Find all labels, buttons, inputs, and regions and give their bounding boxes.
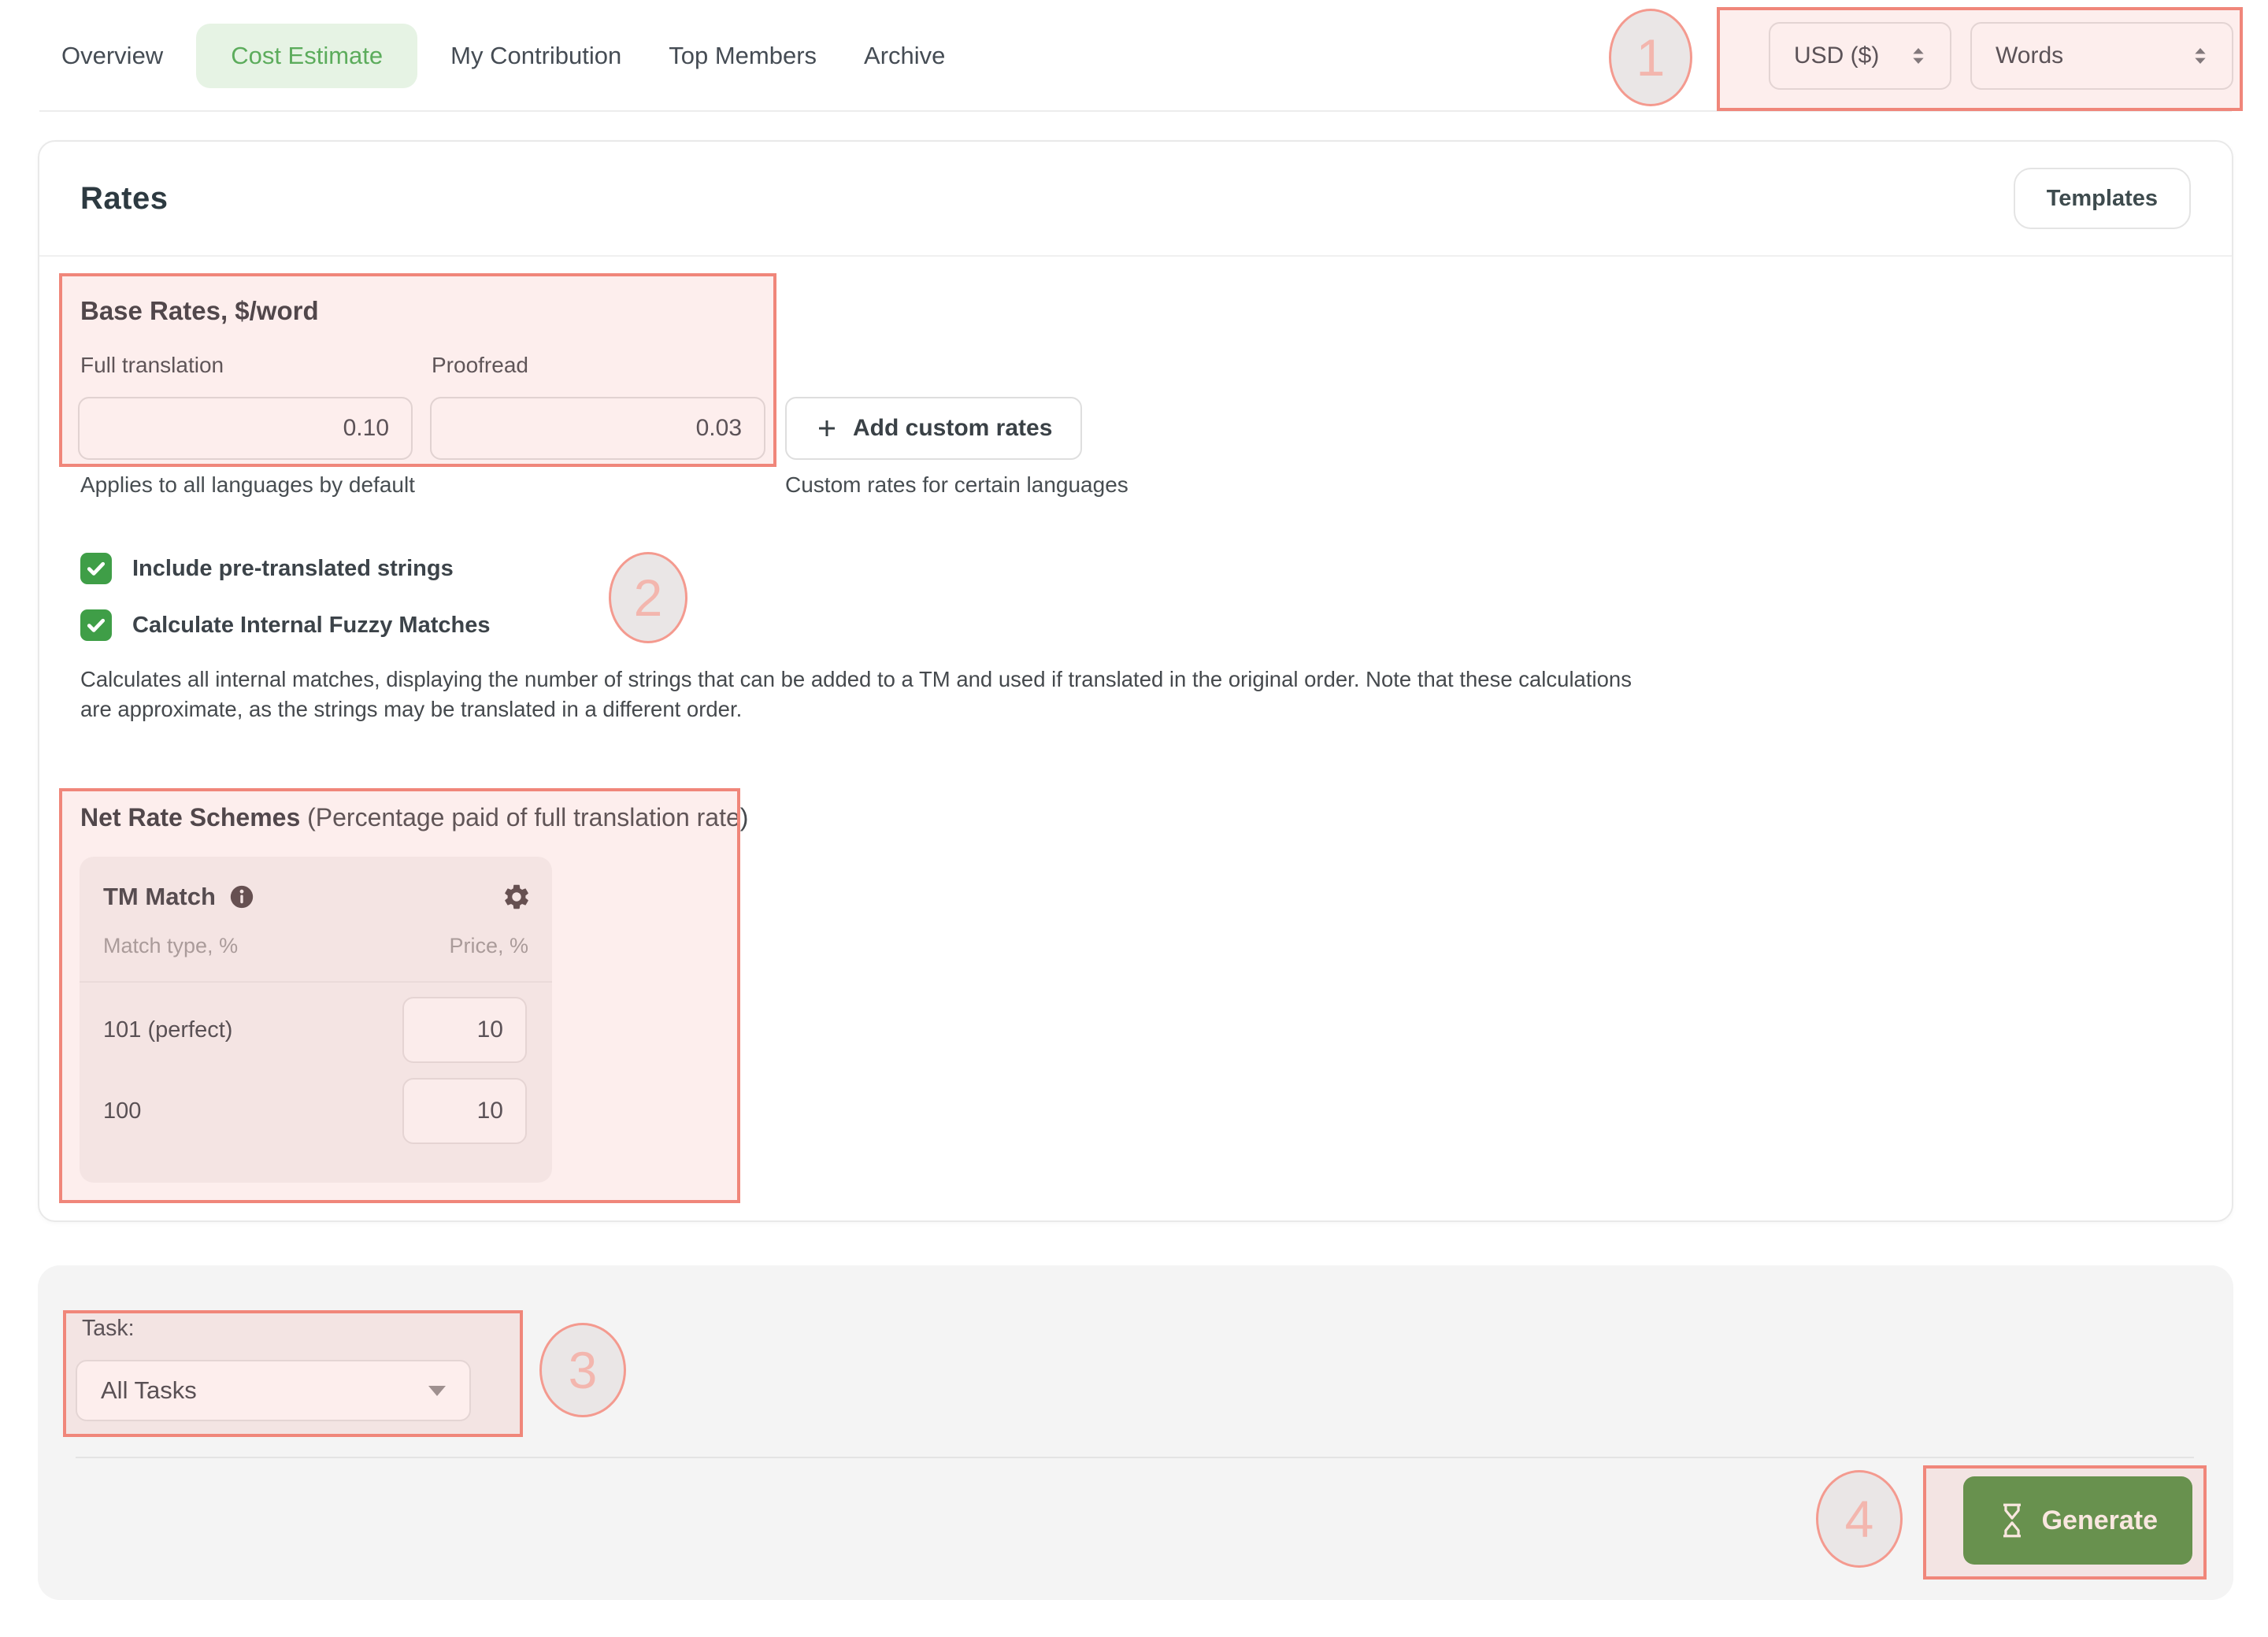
add-custom-rates-label: Add custom rates (853, 415, 1053, 441)
fuzzy-matches-checkbox-row: Calculate Internal Fuzzy Matches (80, 608, 490, 643)
fuzzy-matches-checkbox-label: Calculate Internal Fuzzy Matches (132, 612, 491, 638)
caret-down-icon (428, 1385, 446, 1396)
rates-card: Rates Templates Base Rates, $/word Full … (38, 140, 2233, 1222)
tab-top-members[interactable]: Top Members (669, 42, 817, 69)
page-title: Rates (80, 180, 169, 216)
pretranslated-checkbox-row: Include pre-translated strings (80, 551, 454, 586)
tm-match-header: TM Match (103, 877, 532, 917)
net-rate-schemes-title: Net Rate Schemes (80, 803, 301, 831)
generate-panel: Task: All Tasks Generate (38, 1265, 2233, 1600)
net-rate-schemes-heading: Net Rate Schemes (Percentage paid of ful… (80, 803, 748, 832)
rates-card-header: Rates Templates (39, 142, 2232, 257)
match-101-label: 101 (perfect) (103, 1017, 233, 1043)
fuzzy-matches-checkbox[interactable] (80, 609, 112, 641)
tm-match-divider (80, 981, 552, 983)
generate-button[interactable]: Generate (1962, 1476, 2192, 1565)
tab-my-contribution[interactable]: My Contribution (450, 42, 622, 69)
fuzzy-matches-note: Calculates all internal matches, display… (80, 667, 1632, 721)
task-select-value: All Tasks (101, 1376, 197, 1404)
proofread-rate-input[interactable] (430, 397, 765, 460)
tm-match-column-headers: Match type, % Price, % (103, 934, 528, 958)
footer-divider (76, 1457, 2194, 1458)
templates-button[interactable]: Templates (2013, 168, 2191, 229)
base-rates-heading: Base Rates, $/word (80, 296, 319, 325)
up-down-caret-icon (1913, 48, 1924, 64)
tab-archive[interactable]: Archive (864, 42, 946, 69)
tab-bar: Overview Cost Estimate My Contribution T… (38, 0, 2233, 112)
pretranslated-checkbox[interactable] (80, 553, 112, 584)
match-100-label: 100 (103, 1098, 142, 1124)
tab-cost-estimate[interactable]: Cost Estimate (196, 24, 418, 88)
up-down-caret-icon (2195, 48, 2206, 64)
nav-right-controls: USD ($) Words (1769, 22, 2233, 90)
currency-select-value: USD ($) (1794, 43, 1880, 69)
tm-match-row-101: 101 (perfect) (103, 997, 527, 1063)
full-translation-rate-input[interactable] (78, 397, 413, 460)
proofread-label: Proofread (432, 353, 528, 377)
checkmark-icon (87, 561, 106, 576)
match-101-price-input[interactable] (402, 997, 527, 1063)
tab-overview[interactable]: Overview (61, 42, 164, 69)
generate-button-label: Generate (2041, 1505, 2158, 1535)
tm-match-title: TM Match (103, 883, 216, 910)
price-column-header: Price, % (449, 934, 528, 957)
gear-icon[interactable] (502, 882, 532, 912)
add-custom-rates-button[interactable]: Add custom rates (785, 397, 1083, 460)
base-rates-helper: Applies to all languages by default (80, 472, 415, 497)
match-type-column-header: Match type, % (103, 934, 239, 957)
checkmark-icon (87, 618, 106, 632)
units-select[interactable]: Words (1970, 22, 2233, 90)
tm-match-card: TM Match Match type, % Price, % 101 (per… (80, 857, 552, 1183)
task-select[interactable]: All Tasks (76, 1360, 471, 1421)
currency-select[interactable]: USD ($) (1769, 22, 1951, 90)
task-label: Task: (82, 1316, 135, 1341)
plus-icon (819, 420, 835, 436)
pretranslated-checkbox-label: Include pre-translated strings (132, 555, 454, 581)
full-translation-label: Full translation (80, 353, 224, 377)
units-select-value: Words (1996, 43, 2064, 69)
nav-divider (39, 110, 2232, 112)
hourglass-icon (2003, 1503, 2021, 1538)
info-icon[interactable] (228, 883, 255, 910)
net-rate-schemes-subtitle: (Percentage paid of full translation rat… (307, 803, 749, 831)
match-100-price-input[interactable] (402, 1078, 527, 1144)
tm-match-row-100: 100 (103, 1078, 527, 1144)
custom-rates-helper: Custom rates for certain languages (785, 472, 1128, 497)
